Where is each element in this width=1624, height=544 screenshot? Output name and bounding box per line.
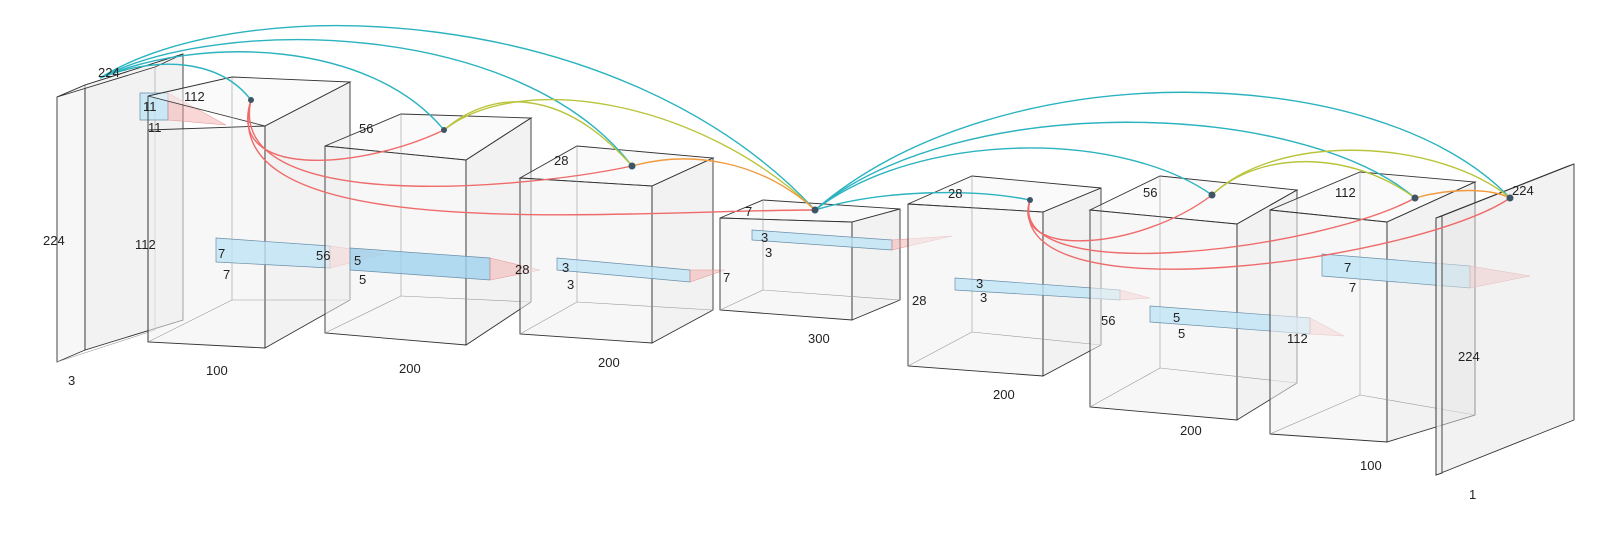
skip-arc-l3-l4 xyxy=(443,101,633,167)
layer-4-receptive-cone xyxy=(689,269,726,283)
layer-7-kernel-a: 5 xyxy=(1173,310,1180,325)
layer-2-kernel-b: 7 xyxy=(223,267,230,282)
skip-arc-l5-l7 xyxy=(814,147,1213,211)
layer-4 xyxy=(518,145,726,344)
layer-6 xyxy=(907,175,1151,377)
skip-arc-l4-l5 xyxy=(631,158,816,211)
skip-arc-l5-l9 xyxy=(814,91,1511,211)
layer-2-bottom-label: 100 xyxy=(206,363,228,378)
skip-arc-l1-l2 xyxy=(99,63,252,101)
layer-4-next-label: 7 xyxy=(723,270,730,285)
node-l2 xyxy=(248,97,254,103)
layer-1-next-label: 112 xyxy=(184,89,205,104)
node-l5 xyxy=(811,206,819,214)
node-l6 xyxy=(1027,197,1033,203)
layer-7-kernel-b: 5 xyxy=(1178,326,1185,341)
node-l7 xyxy=(1208,191,1216,199)
node-l3 xyxy=(441,127,447,133)
layer-5-top-label: 7 xyxy=(745,204,752,219)
layer-5-next-label: 28 xyxy=(912,293,926,308)
dimension-labels: 224 224 3 11 11 112 112 100 7 7 56 56 20… xyxy=(43,65,1534,502)
skip-arc-l5-l8 xyxy=(814,121,1416,211)
layer-4-top-label: 28 xyxy=(554,153,568,168)
skip-arc-l3-l5 xyxy=(443,98,816,211)
layer-8-kernel-a: 7 xyxy=(1344,260,1351,275)
layer-6-bottom-label: 200 xyxy=(993,387,1015,402)
layer-8-top-label: 112 xyxy=(1335,185,1356,200)
layer-2-kernel-a: 7 xyxy=(218,246,225,261)
layer-1-bottom-label: 3 xyxy=(68,373,75,388)
layer-3-next-label: 28 xyxy=(515,262,529,277)
layer-4-kernel-b: 3 xyxy=(567,277,574,292)
layer-9-bottom-label: 1 xyxy=(1469,487,1476,502)
skip-arc-l1-l3 xyxy=(99,51,445,131)
layer-4-kernel-a: 3 xyxy=(562,260,569,275)
layer-1-top-label: 224 xyxy=(98,65,120,80)
layer-6-top-label: 28 xyxy=(948,186,962,201)
node-l4 xyxy=(628,162,636,170)
skip-arc-l8-l9 xyxy=(1414,189,1511,199)
node-l9 xyxy=(1506,194,1514,202)
layer-6-kernel-a: 3 xyxy=(976,276,983,291)
skip-arc-l5-l6 xyxy=(814,191,1031,211)
layer-1-kernel-b: 11 xyxy=(148,120,162,135)
node-l8 xyxy=(1411,194,1419,202)
layer-3-receptive-cone xyxy=(489,257,541,281)
layer-9-top-label: 224 xyxy=(1512,183,1534,198)
skip-arc-l2-l4 xyxy=(248,99,633,187)
layer-9-output xyxy=(1435,163,1575,476)
skip-arc-l7-l9 xyxy=(1211,149,1511,199)
connection-arcs xyxy=(99,25,1514,270)
skip-arc-l1-l4 xyxy=(99,39,633,167)
layer-7-bottom-label: 200 xyxy=(1180,423,1202,438)
layer-5-kernel-b: 3 xyxy=(765,245,772,260)
layer-3-bottom-label: 200 xyxy=(399,361,421,376)
skip-arc-l6-l8 xyxy=(1027,197,1416,255)
layer-3 xyxy=(324,113,541,346)
layer-1-side-label: 224 xyxy=(43,233,65,248)
layer-5-bottleneck xyxy=(719,199,953,321)
layer-6-kernel-b: 3 xyxy=(980,290,987,305)
layer-5-bottom-label: 300 xyxy=(808,331,830,346)
layer-3-kernel-b: 5 xyxy=(359,272,366,287)
layer-9-side-label: 224 xyxy=(1458,349,1480,364)
layer-3-top-label: 56 xyxy=(359,121,373,136)
layer-6-next-label: 56 xyxy=(1101,313,1115,328)
layer-1-kernel-a: 11 xyxy=(143,99,157,114)
layer-8-bottom-label: 100 xyxy=(1360,458,1382,473)
skip-arc-l2-l5 xyxy=(247,99,816,216)
layer-3-kernel-a: 5 xyxy=(354,253,361,268)
layer-7-top-label: 56 xyxy=(1143,185,1157,200)
skip-arc-l6-l9 xyxy=(1027,197,1511,270)
skip-arc-l1-l5 xyxy=(99,25,816,211)
layer-5-kernel-a: 3 xyxy=(761,230,768,245)
layer-2-next-label: 56 xyxy=(316,248,330,263)
layer-8-kernel-b: 7 xyxy=(1349,280,1356,295)
layer-7-next-label: 112 xyxy=(1287,331,1308,346)
layer-4-bottom-label: 200 xyxy=(598,355,620,370)
layer-2-side-label: 112 xyxy=(135,237,156,252)
